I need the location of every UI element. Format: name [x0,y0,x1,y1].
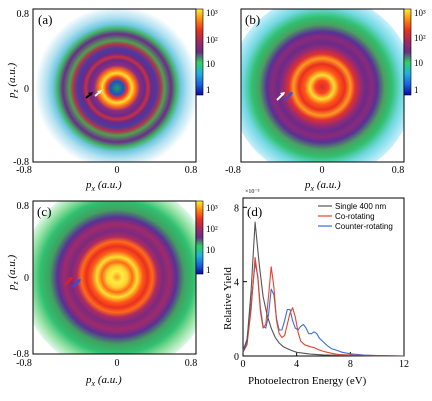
panel-c-ytick-mid: 0 [24,273,29,284]
panel-c-heatmap [33,201,196,354]
panel-a-xtick-left: -0.8 [16,165,32,176]
panel-d-ytick-label: 4 [234,278,239,289]
panel-a-ytick-bot: -0.8 [13,157,29,168]
panel-d-ytick-label: 0 [234,352,239,363]
panel-b: (b) [240,8,405,163]
panel-d-ytick-label: 8 [234,203,239,214]
colorbar-a-tick-1000: 10³ [206,8,218,18]
colorbar-b-tick-10: 10 [414,58,424,68]
panel-a-xtick-right: 0.8 [185,165,198,176]
panel-c-xtick-mid: 0 [115,358,120,369]
colorbar-c-tick-100: 10² [206,224,218,234]
panel-a-axes: 0.8 0 -0.8 -0.8 0 0.8 pz (a.u.) px (a.u.… [6,9,197,193]
colorbar-a-tick-100: 10² [206,35,218,45]
panel-b-xtick-right: 0.8 [392,165,405,176]
panel-a-xlabel: px (a.u.) [85,179,122,193]
series-line-single-400-nm [242,221,405,357]
legend-label: Co-rotating [335,212,375,221]
panel-a-heatmap [35,9,196,162]
panel-c-xlabel: px (a.u.) [85,374,122,388]
panel-a: (a) [32,8,197,163]
panel-a-ytick-mid: 0 [24,84,29,95]
panel-b-label: (b) [245,12,260,27]
panel-a-ytick-top: 0.8 [17,9,30,20]
panel-d-ylabel: Relative Yield [222,267,234,330]
colorbar-a-tick-1: 1 [206,85,211,95]
panel-c-arrows [64,277,81,288]
panel-c-ytick-bot: -0.8 [13,349,29,360]
panel-a-arrows [85,90,102,99]
colorbar-a: 10³ 10² 10 1 [195,8,218,96]
panel-b-arrows [276,92,293,101]
series-line-co-rotating [242,256,405,357]
panel-d-y-exponent: ×10⁻⁵ [245,189,260,195]
panel-a-xtick-mid: 0 [115,165,120,176]
panel-d-xtick-label: 0 [241,359,246,370]
panel-d-label: (d) [247,204,262,219]
panel-b-heatmap [241,9,404,162]
panel-d: 0 4 8 12 0 4 8 (d) ×10⁻⁵ Single 400 nmCo-rotat… [222,189,409,387]
colorbar-b-tick-1: 1 [414,85,419,95]
colorbar-b-tick-100: 10² [414,33,426,43]
panel-d-xtick-label: 4 [294,359,299,370]
panel-c-xtick-right: 0.8 [185,358,198,369]
panel-c: (c) [32,200,197,355]
colorbar-c-tick-10: 10 [206,245,216,255]
panel-b-xtick-left: -0.8 [225,165,241,176]
panel-c-ytick-top: 0.8 [17,201,30,212]
panel-d-series [242,221,405,357]
svg-text:pz (a.u.): pz (a.u.) [6,254,20,291]
panel-d-xlabel: Photoelectron Energy (eV) [248,375,367,387]
panel-b-xtick-mid: 0 [320,165,325,176]
legend-label: Single 400 nm [335,202,386,211]
panel-c-xtick-left: -0.8 [16,358,32,369]
colorbar-c-tick-1: 1 [206,265,211,275]
panel-c-ylabel: pz (a.u.) [6,254,20,291]
panel-d-xtick-label: 12 [399,359,409,370]
panel-a-ylabel: pz (a.u.) [6,62,20,99]
panel-c-axes: 0.8 0 -0.8 -0.8 0 0.8 pz (a.u.) px (a.u.… [6,201,197,388]
panel-b-axes: -0.8 0 0.8 px (a.u.) [225,165,404,193]
colorbar-b: 10³ 10² 10 1 [403,8,426,96]
panel-a-label: (a) [38,12,52,27]
svg-text:pz (a.u.): pz (a.u.) [6,62,20,99]
panel-c-label: (c) [37,204,51,219]
legend-label: Counter-rotating [335,222,393,231]
panel-d-xtick-label: 8 [348,359,353,370]
colorbar-c: 10³ 10² 10 1 [195,200,218,275]
colorbar-c-tick-1000: 10³ [206,203,218,213]
panel-b-xlabel: px (a.u.) [304,179,341,193]
colorbar-b-tick-1000: 10³ [414,8,426,18]
colorbar-a-tick-10: 10 [206,59,216,69]
